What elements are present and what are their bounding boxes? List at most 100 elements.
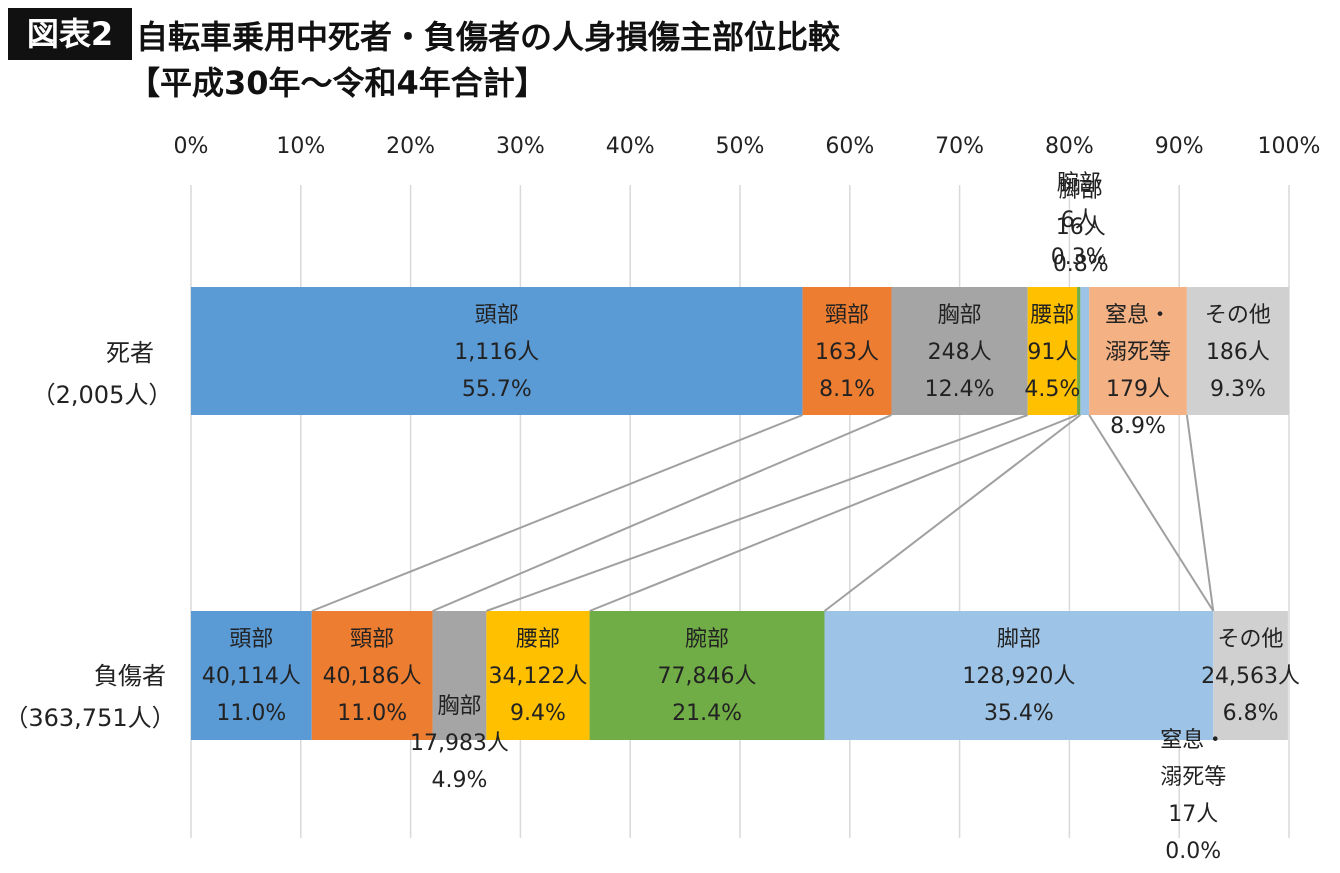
value-label: 35.4% (983, 701, 1054, 726)
data-label: 頭部 1,116人 55.7% (397, 297, 597, 408)
connector (486, 414, 1029, 612)
figure-label: 図表2 (8, 8, 132, 60)
data-label: 窒息・溺死等 17人 0.0% (1093, 722, 1293, 870)
count-label: 6人 (1060, 208, 1097, 233)
x-tick-label: 70% (935, 134, 985, 159)
category-total: （363,751人） (4, 704, 176, 732)
data-label: 頸部 163人 8.1% (747, 297, 947, 408)
data-label: 胸部 248人 12.4% (860, 297, 1060, 408)
label-line: 胸部 (359, 688, 559, 725)
x-tick-label: 40% (605, 134, 655, 159)
count-label: 17,983人 (409, 731, 509, 756)
count-label: 186人 (1205, 340, 1270, 365)
label-line: 頸部 (747, 297, 947, 334)
series-name: 腕部 (1056, 171, 1101, 196)
bar-segment (1027, 287, 1078, 415)
bar-segment (191, 287, 803, 415)
value-label: 4.5% (1024, 377, 1081, 402)
count-label: 34,122人 (488, 664, 588, 689)
count-label: 248人 (927, 340, 992, 365)
bar-segment (432, 611, 487, 740)
value-label: 4.9% (431, 768, 488, 793)
data-label: 脚部 16人 0.8% (981, 172, 1181, 283)
series-name: 窒息・溺死等 (1160, 728, 1227, 790)
chart-title: 自転車乗用中死者・負傷者の人身損傷主部位比較 (136, 18, 841, 56)
x-tick-label: 100% (1257, 134, 1321, 159)
data-label: 脚部 128,920人 35.4% (919, 621, 1119, 732)
value-label: 9.4% (510, 701, 566, 726)
value-label: 8.9% (1110, 414, 1166, 439)
bar-segment (824, 611, 1214, 740)
bar-segment (891, 287, 1028, 415)
label-line: その他 (1151, 621, 1340, 658)
series-name: その他 (1204, 303, 1271, 328)
series-name: 腰部 (1030, 303, 1075, 328)
series-name: 頸部 (825, 303, 870, 328)
label-line: 窒息・溺死等 (1038, 297, 1238, 371)
category-label: 死者 (106, 339, 154, 367)
series-name: その他 (1217, 627, 1284, 652)
count-label: 40,186人 (322, 664, 422, 689)
data-label: 窒息・溺死等 179人 8.9% (1038, 297, 1238, 445)
x-tick-label: 30% (495, 134, 545, 159)
count-label: 128,920人 (962, 664, 1076, 689)
connector (432, 414, 892, 612)
category-label: 負傷者 (94, 662, 166, 690)
connector (311, 414, 803, 612)
connector (1185, 414, 1215, 612)
count-label: 179人 (1106, 377, 1171, 402)
value-label: 21.4% (672, 701, 742, 726)
bar-segment (1080, 287, 1090, 415)
value-label: 11.0% (337, 701, 408, 726)
value-label: 11.0% (216, 701, 287, 726)
chart-subtitle: 【平成30年〜令和4年合計】 (128, 64, 547, 102)
connector (589, 414, 1078, 612)
x-tick-label: 60% (825, 134, 875, 159)
label-line: その他 (1138, 297, 1338, 334)
data-label: 腕部 77,846人 21.4% (607, 621, 807, 732)
series-name: 胸部 (437, 694, 482, 719)
data-label: 頸部 40,186人 11.0% (272, 621, 472, 732)
data-label: 胸部 17,983人 4.9% (359, 688, 559, 799)
bar-segment (1077, 287, 1081, 415)
label-line: 窒息・溺死等 (1093, 722, 1293, 796)
label-line: 胸部 (860, 297, 1060, 334)
x-tick-label: 90% (1154, 134, 1204, 159)
count-label: 91人 (1027, 340, 1078, 365)
count-label: 24,563人 (1201, 664, 1301, 689)
bar-segment (311, 611, 433, 740)
label-line: 頭部 (151, 621, 351, 658)
x-tick-label: 10% (276, 134, 326, 159)
x-tick-label: 80% (1044, 134, 1094, 159)
series-name: 窒息・溺死等 (1105, 303, 1172, 365)
value-label: 55.7% (461, 377, 532, 402)
bar-segment (1089, 287, 1187, 415)
label-line: 腰部 (438, 621, 638, 658)
data-label: 頭部 40,114人 11.0% (151, 621, 351, 732)
count-label: 17人 (1168, 802, 1219, 827)
label-line: 腰部 (952, 297, 1152, 334)
value-label: 8.1% (819, 377, 875, 402)
label-line: 頭部 (397, 297, 597, 334)
series-name: 腰部 (515, 627, 560, 652)
bar-segment (486, 611, 590, 740)
label-line: 脚部 (919, 621, 1119, 658)
count-label: 16人 (1055, 215, 1106, 240)
data-label: その他 186人 9.3% (1138, 297, 1338, 408)
label-line: 腕部 (979, 165, 1179, 202)
value-label: 0.3% (1050, 245, 1107, 270)
data-label: 腕部 6人 0.3% (979, 165, 1179, 276)
connector (823, 414, 1081, 612)
x-tick-label: 50% (715, 134, 765, 159)
series-name: 頸部 (350, 627, 395, 652)
count-label: 1,116人 (454, 340, 540, 365)
bar-segment (191, 611, 312, 740)
x-tick-label: 20% (386, 134, 436, 159)
connector (1088, 414, 1215, 612)
value-label: 9.3% (1209, 377, 1266, 402)
bar-segment (1186, 287, 1289, 415)
bar-segment (589, 611, 825, 740)
count-label: 163人 (815, 340, 880, 365)
